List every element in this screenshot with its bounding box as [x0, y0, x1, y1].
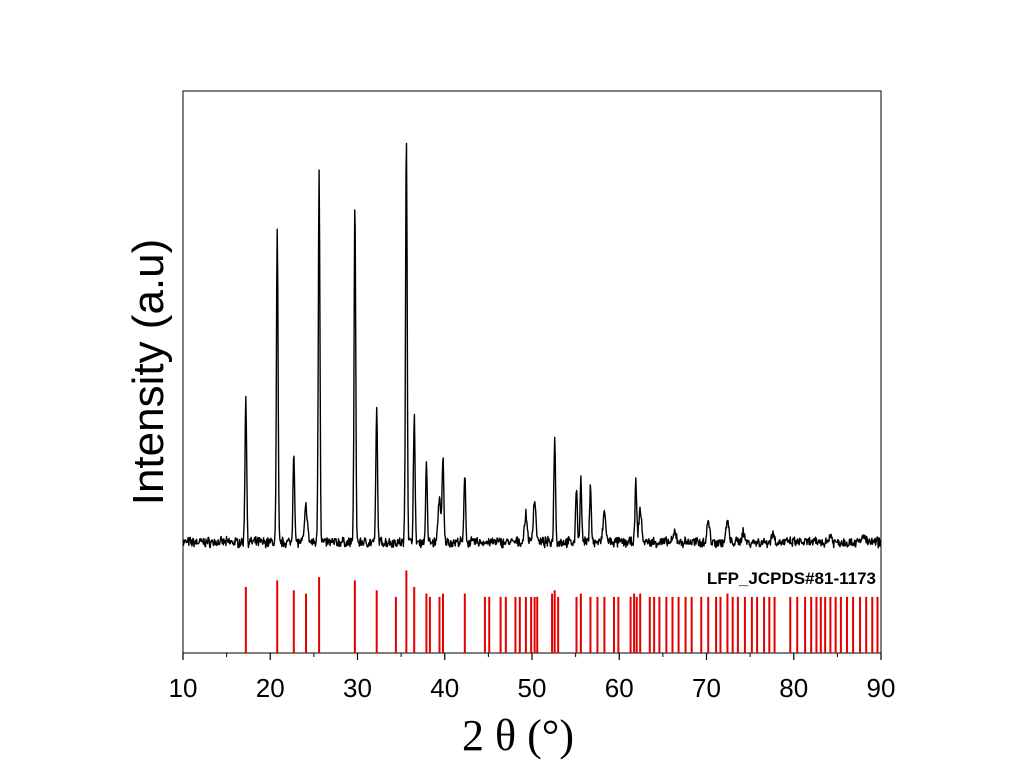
reference-lines	[244, 570, 879, 653]
x-axis-title: 2 θ (°)	[462, 711, 574, 760]
x-tick-label: 80	[779, 673, 808, 703]
x-tick-label: 90	[867, 673, 896, 703]
y-axis-title: Intensity (a.u)	[124, 239, 173, 506]
x-tick-label: 50	[518, 673, 547, 703]
x-tick-label: 60	[605, 673, 634, 703]
x-tick-label: 30	[343, 673, 372, 703]
measured-pattern-line	[182, 142, 882, 549]
x-tick-label: 20	[256, 673, 285, 703]
x-tick-label: 40	[430, 673, 459, 703]
x-axis-tick-labels: 10 20 30 40 50 60 70 80 90	[169, 673, 896, 703]
reference-label: LFP_JCPDS#81-1173	[707, 569, 876, 588]
x-tick-label: 70	[692, 673, 721, 703]
x-axis-ticks	[182, 653, 882, 660]
x-tick-label: 10	[169, 673, 198, 703]
